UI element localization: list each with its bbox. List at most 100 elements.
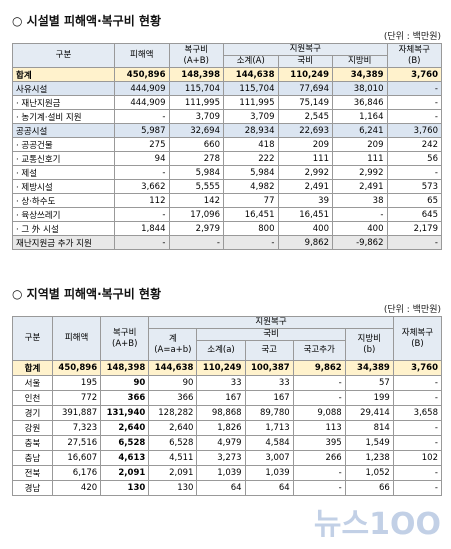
cell: 278 xyxy=(168,151,224,166)
header-cell: 자체복구 (B) xyxy=(392,316,443,361)
header-cell: 계 (A=a+b) xyxy=(148,328,198,361)
cell: 2,640 xyxy=(148,420,198,436)
cell: 33 xyxy=(244,375,294,391)
header-cell: 국고 xyxy=(244,340,294,361)
cell: 645 xyxy=(386,207,442,222)
cell: 36,846 xyxy=(332,95,388,110)
row: 합계 450,896 148,398 144,638 110,249 100,387 9,8… xyxy=(12,360,443,376)
cell: 100,387 xyxy=(244,360,294,376)
row: · 제방시설 3,662 5,555 4,982 2,491 2,491 573 xyxy=(12,179,442,194)
cell: 144,638 xyxy=(223,67,279,82)
cell: 77 xyxy=(223,193,279,208)
header-cell: 자체복구 (B) xyxy=(386,43,442,68)
row: · 공공건물 275 660 418 209 209 242 xyxy=(12,137,442,152)
cell: 2,091 xyxy=(100,465,150,481)
cell: 1,549 xyxy=(344,435,394,451)
row-label: · 공공건물 xyxy=(12,137,115,152)
cell: 148,398 xyxy=(100,360,150,376)
header-text: (B) xyxy=(408,55,421,66)
cell: - xyxy=(392,480,443,496)
row: · 농기계·설비 지원 -3,709 3,709 2,545 1,164- xyxy=(12,109,442,124)
row-label: 사유시설 xyxy=(12,81,115,96)
cell: 6,176 xyxy=(51,465,102,481)
cell: 56 xyxy=(386,151,442,166)
header-text: 자체복구 xyxy=(398,44,430,55)
cell: 29,414 xyxy=(344,405,394,421)
cell: 1,713 xyxy=(244,420,294,436)
cell: 66 xyxy=(344,480,394,496)
cell: -9,862 xyxy=(332,235,388,250)
cell: 38,010 xyxy=(332,81,388,96)
cell: 5,984 xyxy=(223,165,279,180)
cell: 77,694 xyxy=(277,81,333,96)
cell: 209 xyxy=(277,137,333,152)
cell: - xyxy=(386,109,442,124)
cell: 418 xyxy=(223,137,279,152)
row-label: · 재난지원금 xyxy=(12,95,115,110)
cell: 34,389 xyxy=(344,360,394,376)
cell: 4,613 xyxy=(100,450,150,466)
cell: 102 xyxy=(392,450,443,466)
cell: - xyxy=(114,165,170,180)
cell: 4,982 xyxy=(223,179,279,194)
header-text: (A+B) xyxy=(112,338,138,349)
cell: 400 xyxy=(277,221,333,236)
cell: 5,987 xyxy=(114,123,170,138)
cell: 128,282 xyxy=(148,405,198,421)
watermark: 뉴스1OO xyxy=(313,507,441,542)
cell: 130 xyxy=(100,480,150,496)
facility-table: 구분 피해액 복구비 (A+B) 지원복구 자체복구 (B) 소계(A) 국비 지방… xyxy=(12,43,442,250)
header-text: 복구비 xyxy=(112,327,137,338)
header-cell: 구분 xyxy=(12,316,53,361)
header-text: (A=a+b) xyxy=(154,344,192,355)
cell: 3,709 xyxy=(223,109,279,124)
cell: 167 xyxy=(196,390,246,406)
cell: 242 xyxy=(386,137,442,152)
cell: 90 xyxy=(100,375,150,391)
cell: - xyxy=(292,390,346,406)
row: · 육상쓰레기 -17,096 16,451 16,451-645 xyxy=(12,207,442,222)
row-label: 강원 xyxy=(12,420,53,436)
cell: 573 xyxy=(386,179,442,194)
row: 전북 6,176 2,091 2,091 1,039 1,039-1,052- xyxy=(12,465,443,481)
cell: 142 xyxy=(168,193,224,208)
cell: 366 xyxy=(148,390,198,406)
row: 경기 391,887 131,940 128,282 98,868 89,780 9,088… xyxy=(12,405,443,421)
header-cell: 피해액 xyxy=(51,316,102,361)
row-label: 경남 xyxy=(12,480,53,496)
cell: 38 xyxy=(332,193,388,208)
row: 인천 772 366 366 167 167-199- xyxy=(12,390,443,406)
cell: 3,662 xyxy=(114,179,170,194)
cell: 28,934 xyxy=(223,123,279,138)
cell: 444,909 xyxy=(114,95,170,110)
cell: 1,844 xyxy=(114,221,170,236)
cell: 16,451 xyxy=(277,207,333,222)
row: 충북 27,516 6,528 6,528 4,979 4,584 395 1,549- xyxy=(12,435,443,451)
row-label: 합계 xyxy=(12,360,53,376)
row-label: 합계 xyxy=(12,67,115,82)
cell: 395 xyxy=(292,435,346,451)
row-label: 공공시설 xyxy=(12,123,115,138)
row: 경남 420 130 130 64 64-66- xyxy=(12,480,443,496)
header-cell: 소계(a) xyxy=(196,340,246,361)
cell: 1,052 xyxy=(344,465,394,481)
cell: 39 xyxy=(277,193,333,208)
cell: 1,164 xyxy=(332,109,388,124)
cell: 111 xyxy=(332,151,388,166)
cell: 27,516 xyxy=(51,435,102,451)
cell: 450,896 xyxy=(51,360,102,376)
cell: 130 xyxy=(148,480,198,496)
row: 사유시설 444,909 115,704 115,704 77,694 38,010- xyxy=(12,81,442,96)
cell: - xyxy=(114,207,170,222)
cell: 112 xyxy=(114,193,170,208)
cell: 34,389 xyxy=(332,67,388,82)
cell: 391,887 xyxy=(51,405,102,421)
row: · 그 外 시설 1,844 2,979 800 400 400 2,179 xyxy=(12,221,442,236)
cell: 222 xyxy=(223,151,279,166)
cell: 2,491 xyxy=(277,179,333,194)
unit: (단위 : 백만원) xyxy=(383,32,441,42)
cell: 2,491 xyxy=(332,179,388,194)
cell: 2,992 xyxy=(332,165,388,180)
row: · 재난지원금 444,909 111,995 111,995 75,149 36,846… xyxy=(12,95,442,110)
cell: 75,149 xyxy=(277,95,333,110)
